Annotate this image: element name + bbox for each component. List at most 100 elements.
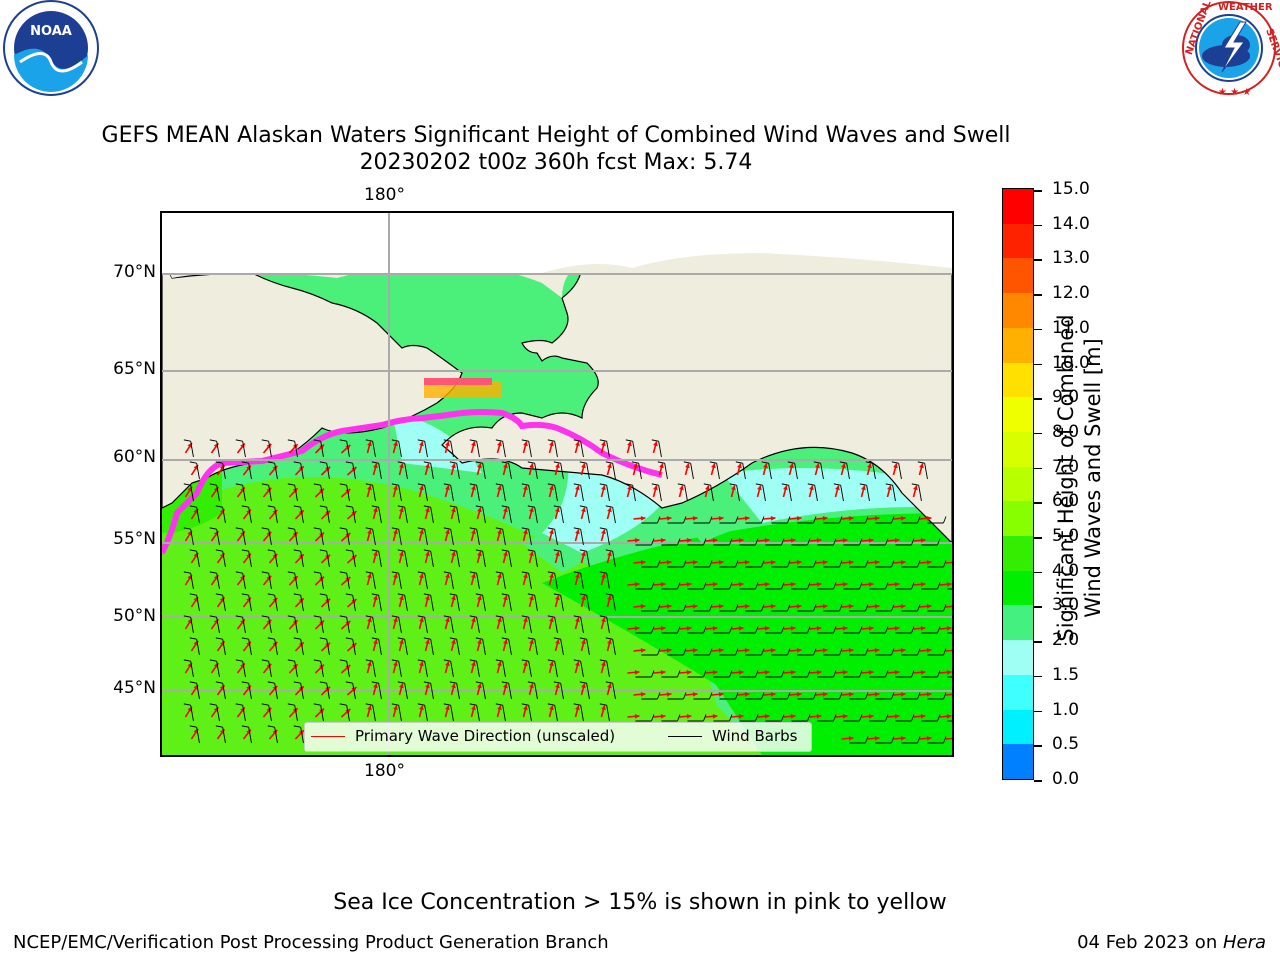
- wind-barb: [248, 507, 252, 524]
- wave-direction-arrowhead: [744, 515, 750, 521]
- wind-barb-feather: [937, 626, 941, 634]
- wave-direction-arrowhead: [835, 485, 840, 491]
- wind-barb: [560, 507, 564, 524]
- wave-direction-arrowhead: [601, 617, 606, 623]
- wind-barb: [450, 529, 454, 546]
- wave-direction-arrowhead: [451, 595, 456, 601]
- wind-barb: [534, 683, 538, 700]
- wave-direction-arrowhead: [900, 603, 906, 609]
- wind-barb: [430, 683, 434, 700]
- wind-barb: [586, 639, 590, 656]
- wave-direction-arrowhead: [451, 463, 456, 469]
- wave-direction-arrowhead: [634, 625, 640, 631]
- wave-direction-arrowhead: [445, 529, 450, 535]
- wind-barb-feather: [521, 439, 529, 442]
- wave-direction-arrowhead: [868, 669, 874, 675]
- wind-barb-feather: [449, 549, 457, 552]
- wind-barb: [872, 463, 876, 480]
- colorbar: [1002, 188, 1034, 780]
- wave-direction-arrowhead: [692, 559, 698, 565]
- colorbar-tick: [1034, 328, 1042, 331]
- wind-barb: [196, 595, 200, 612]
- wind-barb: [242, 705, 246, 722]
- wind-barb: [346, 573, 350, 590]
- wind-barb-feather: [833, 483, 841, 486]
- colorbar-tick-label: 1.5: [1052, 664, 1080, 685]
- wind-barb-feather: [319, 505, 327, 508]
- wave-direction-arrowhead: [920, 669, 926, 675]
- wind-barb: [528, 485, 532, 502]
- wind-barb-feather: [495, 527, 503, 530]
- wind-barb-feather: [443, 571, 451, 574]
- wind-barb-feather: [865, 560, 869, 568]
- branch-credit: NCEP/EMC/Verification Post Processing Pr…: [13, 932, 609, 953]
- wind-barb-feather: [917, 604, 921, 612]
- wind-barb-feather: [885, 714, 889, 722]
- wind-barb-feather: [501, 681, 509, 684]
- wave-direction-arrowhead: [640, 647, 646, 653]
- wind-barb: [268, 485, 272, 502]
- wind-barb-feather: [215, 549, 223, 552]
- wind-barb: [248, 639, 252, 656]
- wind-barb-feather: [417, 483, 425, 486]
- wave-direction-arrowhead: [575, 661, 580, 667]
- wind-barb: [294, 485, 298, 502]
- wave-direction-arrowhead: [946, 713, 952, 719]
- wind-barb-feather: [787, 560, 791, 568]
- wind-barb-feather: [911, 483, 919, 486]
- wind-barb-feather: [553, 593, 561, 596]
- wind-barb-feather: [469, 659, 477, 662]
- wind-barb: [476, 705, 480, 722]
- wave-direction-arrowhead: [842, 713, 848, 719]
- colorbar-tick-label: 14.0: [1052, 213, 1090, 234]
- wave-direction-arrowhead: [419, 529, 424, 535]
- wind-barb-feather: [787, 604, 791, 612]
- wind-barb-feather: [807, 483, 815, 486]
- wind-barb-feather: [391, 527, 399, 530]
- wind-barb: [508, 683, 512, 700]
- wind-barb-feather: [865, 461, 873, 464]
- colorbar-tick-label: 15.0: [1052, 179, 1090, 199]
- wave-direction-arrowhead: [926, 559, 932, 565]
- wind-barb-feather: [527, 593, 535, 596]
- wind-barb: [274, 551, 278, 568]
- wave-direction-arrowhead: [367, 485, 372, 491]
- wind-barb: [372, 441, 376, 458]
- wind-barb-feather: [189, 505, 197, 508]
- wave-direction-arrowhead: [666, 559, 672, 565]
- wind-barb: [586, 463, 590, 480]
- wind-barb: [450, 661, 454, 678]
- wind-barb-feather: [287, 483, 295, 486]
- wind-barb-feather: [657, 560, 661, 568]
- wind-barb: [404, 639, 408, 656]
- wave-direction-arrowhead: [529, 507, 534, 513]
- wind-barb-feather: [339, 615, 347, 618]
- wave-direction-arrowhead: [887, 485, 892, 491]
- wind-barb-feather: [423, 505, 431, 508]
- wave-direction-arrowhead: [816, 581, 822, 587]
- wave-direction-arrowhead: [790, 669, 796, 675]
- wave-direction-arrowhead: [757, 485, 762, 491]
- colorbar-tick-label: 10.0: [1052, 352, 1090, 373]
- lat-label-70: 70°N: [113, 262, 156, 282]
- wave-direction-arrowhead: [523, 705, 528, 711]
- lon-label-bottom: 180°: [364, 761, 405, 781]
- wave-direction-arrowhead: [660, 537, 666, 543]
- wind-barb-feather: [937, 538, 941, 546]
- wind-barb-feather: [677, 483, 685, 486]
- wind-barb: [300, 639, 304, 656]
- wind-barb-feather: [443, 659, 451, 662]
- wind-barb: [378, 683, 382, 700]
- wind-barb: [222, 727, 226, 744]
- wind-barb-feather: [495, 703, 503, 706]
- wind-barb-feather: [215, 637, 223, 640]
- wind-barb-feather: [443, 703, 451, 706]
- colorbar-tick: [1034, 606, 1042, 608]
- wind-barb: [502, 617, 506, 634]
- wave-direction-arrowhead: [477, 683, 482, 689]
- wind-barb: [612, 595, 616, 612]
- wave-direction-arrowhead: [738, 625, 744, 631]
- wave-direction-arrowhead: [549, 573, 554, 579]
- wave-direction-arrowhead: [926, 647, 932, 653]
- wind-barb-feather: [911, 670, 915, 678]
